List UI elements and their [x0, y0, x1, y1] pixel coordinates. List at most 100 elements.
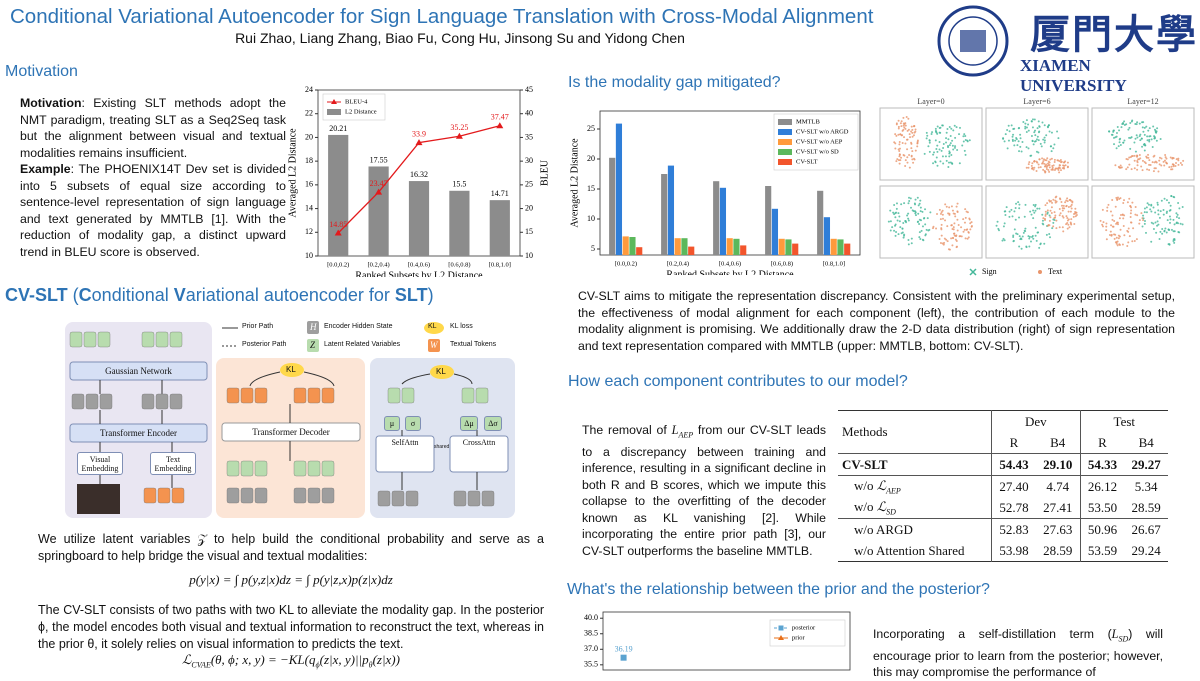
scatter-dot [1053, 161, 1056, 164]
bar [713, 181, 720, 255]
scatter-dot [1002, 225, 1005, 228]
scatter-dot [1061, 204, 1064, 207]
x-tick-label: [0.8,1.0] [489, 261, 511, 268]
scatter-dot [1031, 118, 1034, 121]
scatter-dot [1036, 135, 1039, 138]
bar [740, 245, 747, 255]
t: Incorporating a self-distillation term ( [873, 627, 1112, 641]
section-heading: Motivation [5, 63, 78, 80]
scatter-dot [1016, 144, 1019, 147]
scatter-dot [1023, 215, 1026, 218]
data-label: 33.9 [412, 129, 426, 138]
scatter-dot [1060, 201, 1063, 204]
scatter-dot [1142, 130, 1145, 133]
scatter-dot [1066, 200, 1069, 203]
method-name: w/o Attention Shared [854, 542, 965, 558]
bar [719, 187, 727, 255]
scatter-dot [1067, 210, 1070, 213]
scatter-dot [1142, 121, 1145, 124]
scatter-dot [1178, 217, 1181, 220]
bar [726, 238, 733, 255]
method-name: w/o [854, 477, 877, 493]
scatter-dot [918, 218, 921, 221]
scatter-dot [1032, 204, 1035, 207]
scatter-dot [968, 139, 971, 142]
legend-box [322, 93, 386, 121]
scatter-dot [1156, 220, 1159, 223]
scatter-dot [1139, 133, 1142, 136]
scatter-dot [950, 237, 953, 240]
block-label: Transformer Decoder [252, 426, 330, 437]
paragraph: The removal of LAEP from our CV-SLT lead… [582, 422, 826, 559]
scatter-dot [955, 239, 958, 242]
scatter-dot [1148, 159, 1151, 162]
scatter-dot [1028, 237, 1031, 240]
scatter-dot [894, 234, 897, 237]
scatter-dot [1130, 209, 1133, 212]
scatter-dot [1122, 141, 1125, 144]
y-tick-label: 35.5 [584, 660, 598, 669]
scatter-dot [1024, 227, 1027, 230]
table-cell: 29.24 [1131, 542, 1161, 558]
y-tick-label: 20 [587, 154, 595, 163]
scatter-dot [894, 142, 897, 145]
scatter-dot [1144, 162, 1147, 165]
scatter-dot [939, 218, 942, 221]
legend-marker [1038, 270, 1042, 274]
scatter-dot [935, 147, 938, 150]
token-chip [387, 387, 401, 404]
scatter-dot [965, 228, 968, 231]
scatter-dot [947, 161, 950, 164]
token-chip [321, 487, 335, 504]
scatter-dot [1118, 129, 1121, 132]
scatter-dot [1131, 201, 1134, 204]
scatter-dot [1153, 135, 1156, 138]
scatter-dot [1157, 213, 1160, 216]
scatter-dot [1152, 206, 1155, 209]
scatter-dot [1169, 204, 1172, 207]
bar [368, 166, 389, 256]
table-cell: 27.40 [991, 475, 1036, 497]
scatter-dot [963, 133, 966, 136]
scatter-dot [953, 232, 956, 235]
token-chip [226, 460, 240, 477]
scatter-dot [1122, 217, 1125, 220]
token-chip [143, 487, 157, 504]
token-chip [85, 393, 99, 410]
scatter-dot [945, 159, 948, 162]
scatter-dot [1135, 238, 1138, 241]
university-cn: 厦門大學 [1030, 11, 1198, 58]
scatter-dot [1125, 168, 1128, 171]
bar [615, 123, 623, 255]
scatter-dot [1163, 229, 1166, 232]
t: from our CV-SLT leads to a discrepancy b… [582, 423, 826, 558]
scatter-dot [953, 124, 956, 127]
scatter-dot [906, 156, 909, 159]
scatter-dot [1032, 143, 1035, 146]
t: V [173, 285, 186, 305]
sub: θ [368, 660, 373, 670]
sub: CVAE [191, 660, 211, 670]
scatter-dot [1066, 217, 1069, 220]
scatter-dot [1045, 167, 1048, 170]
scatter-dot [896, 219, 899, 222]
scatter-dot [1167, 243, 1170, 246]
scatter-dot [932, 153, 935, 156]
bar [629, 237, 636, 255]
scatter-dot [897, 125, 900, 128]
scatter-dot [907, 202, 910, 205]
scatter-dot [1046, 126, 1049, 129]
scatter-dot [1136, 164, 1139, 167]
scatter-dot [952, 228, 955, 231]
panel-title: Layer=6 [1023, 97, 1050, 106]
scatter-dot [1160, 164, 1163, 167]
scatter-dot [1036, 161, 1039, 164]
scatter-dot [1101, 208, 1104, 211]
scatter-dot [1150, 204, 1153, 207]
table-subheader: R [991, 432, 1036, 454]
seal-emblem [960, 30, 986, 52]
scatter-dot [936, 132, 939, 135]
scatter-dot [1105, 222, 1108, 225]
scatter-dot [901, 129, 904, 132]
